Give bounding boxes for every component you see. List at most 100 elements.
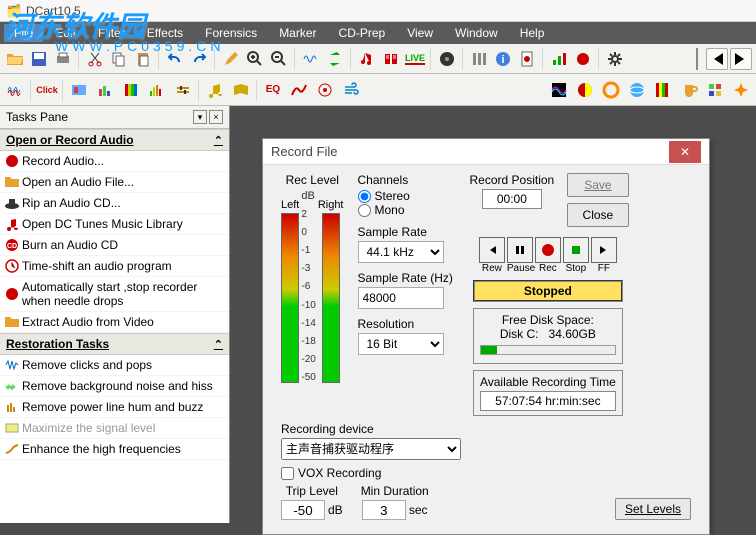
menu-help[interactable]: Help (510, 24, 555, 42)
t2-wind-icon[interactable] (340, 79, 362, 101)
gear-icon[interactable] (604, 48, 626, 70)
t2-barchart-icon[interactable] (94, 79, 116, 101)
disk-size: 34.60GB (549, 327, 596, 341)
vox-checkbox[interactable] (281, 467, 294, 480)
t2r-swirl-icon[interactable] (574, 79, 596, 101)
task-enhance-high[interactable]: Enhance the high frequencies (0, 439, 229, 460)
task-open-file[interactable]: Open an Audio File... (0, 172, 229, 193)
bars-icon[interactable] (548, 48, 570, 70)
disk-title: Free Disk Space: (480, 313, 616, 327)
save-button[interactable]: Save (567, 173, 629, 197)
save-icon[interactable] (28, 48, 50, 70)
notes-icon (4, 216, 20, 232)
min-duration-input[interactable] (362, 500, 406, 520)
t2r-ring-icon[interactable] (600, 79, 622, 101)
menu-file[interactable]: File (4, 24, 43, 42)
record-dot-icon (4, 286, 20, 302)
t2r-grid-icon[interactable] (704, 79, 726, 101)
task-open-library[interactable]: Open DC Tunes Music Library (0, 214, 229, 235)
t2-target-icon[interactable] (314, 79, 336, 101)
t2-spectrum-icon[interactable] (146, 79, 168, 101)
doc-icon[interactable] (516, 48, 538, 70)
ff-button[interactable] (591, 237, 617, 263)
paste-icon[interactable] (132, 48, 154, 70)
enhance-icon (4, 441, 20, 457)
t2-click-icon[interactable]: Click (36, 79, 58, 101)
t2r-stripes-icon[interactable] (652, 79, 674, 101)
section-open-record[interactable]: Open or Record Audio⌃ (0, 129, 229, 151)
t2-box1-icon[interactable] (68, 79, 90, 101)
sample-rate-select[interactable]: 44.1 kHz (358, 241, 444, 263)
task-extract-video[interactable]: Extract Audio from Video (0, 312, 229, 333)
t2-adjust-icon[interactable] (172, 79, 194, 101)
menu-view[interactable]: View (397, 24, 443, 42)
tasks-pane-close[interactable]: × (209, 110, 223, 124)
stop-button[interactable] (563, 237, 589, 263)
zoom-in-icon[interactable] (244, 48, 266, 70)
levels-icon[interactable] (468, 48, 490, 70)
t2r-cup-icon[interactable] (678, 79, 700, 101)
t2r-globe-icon[interactable] (626, 79, 648, 101)
sample-rate-hz-input[interactable] (358, 287, 444, 309)
t2r-spark-icon[interactable] (730, 79, 752, 101)
wave-icon[interactable] (300, 48, 322, 70)
task-rip-cd[interactable]: Rip an Audio CD... (0, 193, 229, 214)
trip-level-input[interactable] (281, 500, 325, 520)
close-button[interactable]: Close (567, 203, 629, 227)
t2-rainbow-icon[interactable] (120, 79, 142, 101)
task-timeshift[interactable]: Time-shift an audio program (0, 256, 229, 277)
section-restoration[interactable]: Restoration Tasks⌃ (0, 333, 229, 355)
undo-icon[interactable] (164, 48, 186, 70)
recording-device-select[interactable]: 主声音捕获驱动程序 (281, 438, 461, 460)
set-levels-button[interactable]: Set Levels (615, 498, 691, 520)
task-maximize[interactable]: Maximize the signal level (0, 418, 229, 439)
chevron-up-icon: ⌃ (214, 134, 223, 147)
task-remove-noise[interactable]: Remove background noise and hiss (0, 376, 229, 397)
cut-icon[interactable] (84, 48, 106, 70)
menu-forensics[interactable]: Forensics (195, 24, 267, 42)
task-remove-clicks[interactable]: Remove clicks and pops (0, 355, 229, 376)
book-icon[interactable] (380, 48, 402, 70)
pencil-icon[interactable] (220, 48, 242, 70)
t2-curve-icon[interactable] (288, 79, 310, 101)
menu-edit[interactable]: Edit (45, 24, 86, 42)
rec-button[interactable] (535, 237, 561, 263)
t2-book-icon[interactable] (230, 79, 252, 101)
task-auto-record[interactable]: Automatically start ,stop recorder when … (0, 277, 229, 312)
sync-icon[interactable] (324, 48, 346, 70)
resolution-select[interactable]: 16 Bit (358, 333, 444, 355)
t2-wave-icon[interactable] (4, 79, 26, 101)
redo-icon[interactable] (188, 48, 210, 70)
live-icon[interactable]: LIVE (404, 48, 426, 70)
task-remove-hum[interactable]: Remove power line hum and buzz (0, 397, 229, 418)
prev-icon[interactable] (706, 48, 728, 70)
db-scale: dB 2 0 -1 -3 -6 -10 -14 -18 -20 -50 (301, 209, 315, 383)
menu-marker[interactable]: Marker (269, 24, 326, 42)
pause-button[interactable] (507, 237, 533, 263)
disc-icon[interactable] (436, 48, 458, 70)
print-icon[interactable] (52, 48, 74, 70)
note-icon[interactable] (356, 48, 378, 70)
trip-unit: dB (328, 503, 343, 517)
t2r-rainbow-icon[interactable] (548, 79, 570, 101)
record-icon[interactable] (572, 48, 594, 70)
copy-icon[interactable] (108, 48, 130, 70)
dialog-title: Record File (271, 144, 337, 159)
menu-window[interactable]: Window (445, 24, 508, 42)
dialog-close-button[interactable]: ✕ (669, 141, 701, 163)
menu-filter[interactable]: Filter (88, 24, 135, 42)
info-icon[interactable]: i (492, 48, 514, 70)
menu-cdprep[interactable]: CD-Prep (329, 24, 396, 42)
next-icon[interactable] (730, 48, 752, 70)
task-burn-cd[interactable]: CDBurn an Audio CD (0, 235, 229, 256)
t2-music-icon[interactable] (204, 79, 226, 101)
t2-eq-icon[interactable]: EQ (262, 79, 284, 101)
task-record-audio[interactable]: Record Audio... (0, 151, 229, 172)
tasks-pane-dropdown[interactable]: ▾ (193, 110, 207, 124)
mono-radio[interactable] (358, 204, 371, 217)
menu-effects[interactable]: Effects (137, 24, 193, 42)
zoom-out-icon[interactable] (268, 48, 290, 70)
open-folder-icon[interactable] (4, 48, 26, 70)
stereo-radio[interactable] (358, 190, 371, 203)
rew-button[interactable] (479, 237, 505, 263)
